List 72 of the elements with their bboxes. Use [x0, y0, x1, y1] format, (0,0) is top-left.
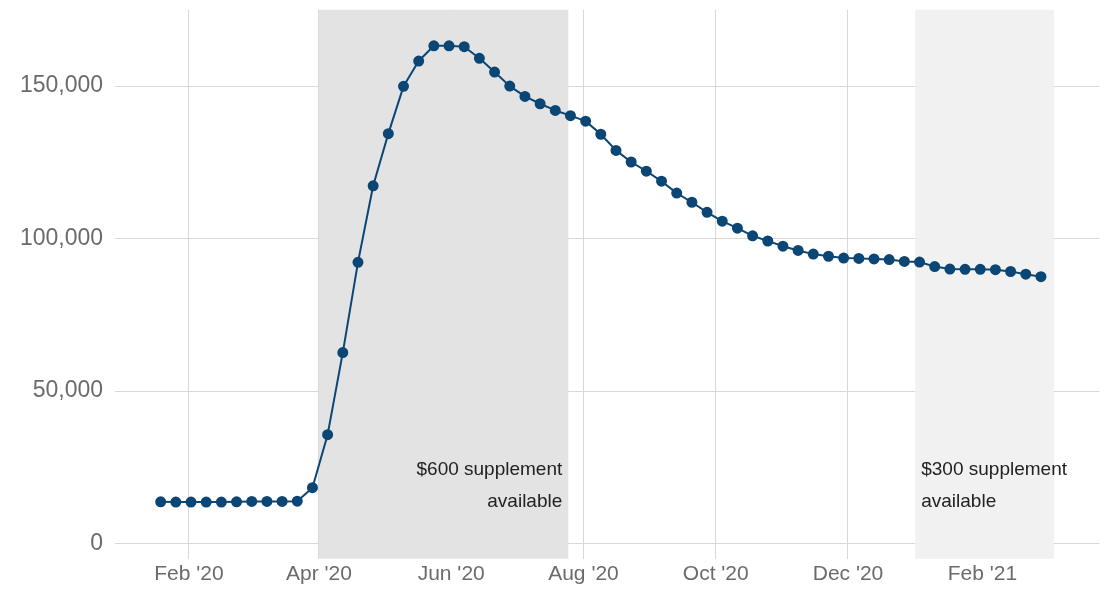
- x-tick-label: Aug '20: [548, 561, 619, 585]
- point: [883, 254, 895, 266]
- point: [276, 495, 288, 507]
- point: [747, 230, 759, 242]
- y-tick-label: 100,000: [20, 223, 104, 250]
- point: [853, 252, 865, 264]
- point: [428, 40, 440, 52]
- x-tick-label: Feb '21: [947, 561, 1018, 585]
- point: [489, 66, 501, 78]
- point: [686, 196, 698, 208]
- point: [170, 496, 182, 508]
- band-label: $600 supplement available: [416, 457, 564, 511]
- point: [762, 235, 774, 247]
- y-tick-label: 150,000: [20, 71, 104, 98]
- point: [595, 128, 607, 140]
- point: [822, 250, 834, 262]
- point: [1020, 268, 1032, 280]
- point: [580, 115, 592, 127]
- point: [367, 180, 379, 192]
- point: [1035, 271, 1047, 283]
- point: [944, 263, 956, 275]
- point: [1005, 265, 1017, 277]
- point: [656, 175, 668, 187]
- y-tick-label: 50,000: [32, 376, 104, 403]
- point: [246, 495, 258, 507]
- point: [458, 41, 470, 53]
- point: [792, 244, 804, 256]
- point: [989, 264, 1001, 276]
- point: [929, 261, 941, 273]
- point: [610, 144, 622, 156]
- point: [898, 255, 910, 267]
- point: [231, 496, 243, 508]
- point: [716, 215, 728, 227]
- point: [443, 40, 455, 52]
- x-tick-label: Dec '20: [812, 561, 884, 585]
- point: [701, 206, 713, 218]
- point: [807, 248, 819, 260]
- point: [185, 496, 197, 508]
- point: [625, 156, 637, 168]
- point: [777, 240, 789, 252]
- point: [914, 256, 926, 268]
- point: [838, 252, 850, 264]
- point: [504, 80, 516, 92]
- y-tick-label: 0: [90, 528, 104, 555]
- point: [322, 429, 334, 441]
- point: [200, 496, 212, 508]
- x-tick-label: Oct '20: [682, 561, 749, 585]
- point: [337, 347, 349, 359]
- point: [534, 98, 546, 110]
- point: [155, 496, 167, 508]
- point: [564, 110, 576, 122]
- point: [352, 256, 364, 268]
- point: [519, 90, 531, 102]
- x-tick-label: Jun '20: [417, 561, 485, 585]
- point: [731, 222, 743, 234]
- x-tick-label: Apr '20: [286, 561, 352, 585]
- point: [413, 55, 425, 67]
- point: [671, 187, 683, 199]
- band-label: $300 supplement available: [921, 457, 1068, 511]
- point: [549, 104, 561, 116]
- point: [868, 253, 880, 265]
- point: [291, 495, 303, 507]
- point: [215, 496, 227, 508]
- point: [306, 482, 318, 494]
- point: [261, 495, 273, 507]
- point: [473, 52, 485, 64]
- point: [398, 80, 410, 92]
- point: [640, 165, 652, 177]
- point: [959, 263, 971, 275]
- point: [382, 128, 394, 140]
- point: [974, 263, 986, 275]
- x-tick-label: Feb '20: [154, 561, 224, 585]
